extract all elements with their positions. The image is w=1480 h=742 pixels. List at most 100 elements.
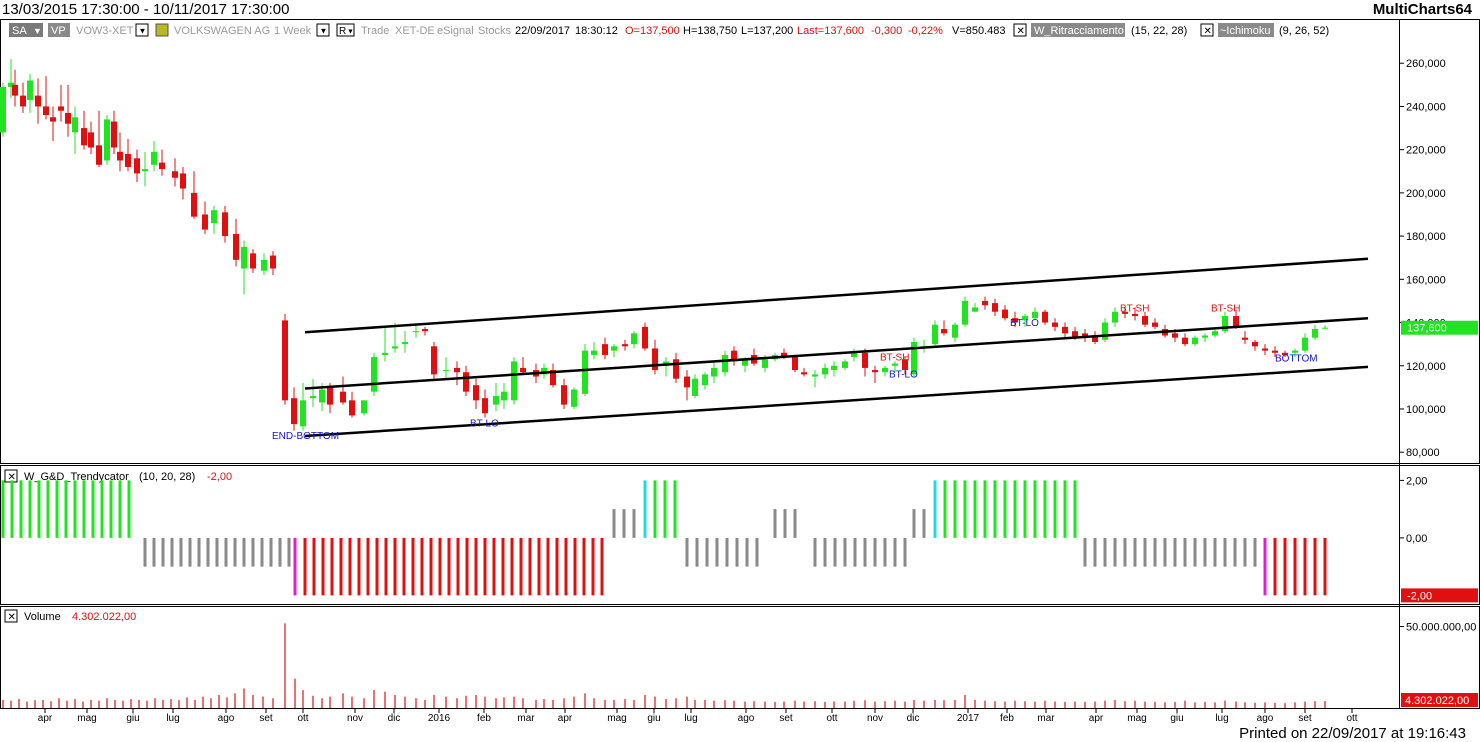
trendycator-y-tick-label: 0,00	[1406, 533, 1427, 545]
candle-body	[96, 145, 102, 165]
candle-body	[1002, 309, 1008, 319]
candle-body	[571, 389, 577, 407]
symbol-dropdown[interactable]	[135, 23, 149, 37]
candle-body	[684, 376, 690, 388]
candle-body	[222, 212, 228, 237]
study1-close-button[interactable]	[1013, 23, 1027, 37]
candle-body	[792, 357, 798, 371]
candle-body	[822, 367, 828, 375]
symbol-header-bar: SA ▼ VP VOW3-XET ▼ VOLKSWAGEN AG 1 Week …	[9, 23, 1329, 37]
candle-body	[111, 121, 117, 148]
quote-last: Last=137,600	[797, 25, 864, 37]
trendycator-y-tick-label: 2,00	[1406, 475, 1427, 487]
candle-body	[134, 158, 140, 174]
annotation-label: BOTTOM	[1275, 353, 1318, 364]
volume-last-label: 4.302.022,00	[1405, 695, 1469, 707]
x-tick-label: mar	[1037, 713, 1055, 724]
annotation-label: BT-SH	[1211, 304, 1240, 315]
date-range-title: 13/03/2015 17:30:00 - 10/11/2017 17:30:0…	[2, 1, 290, 18]
candle-body	[250, 253, 256, 269]
price-y-tick-label: 240,000	[1406, 101, 1446, 113]
annotation-label: BT-SH	[1120, 304, 1149, 315]
study1-params: (15, 22, 28)	[1131, 25, 1187, 37]
candle-body	[731, 350, 737, 362]
x-tick-label: lug	[166, 713, 179, 724]
candle-body	[1312, 329, 1318, 338]
candle-body	[622, 344, 628, 347]
price-y-tick-label: 260,000	[1406, 58, 1446, 70]
resolution-dropdown[interactable]	[316, 23, 330, 37]
candle-body	[241, 246, 247, 269]
candle-body	[151, 151, 157, 165]
x-tick-label: ott	[826, 713, 837, 724]
study2-tag[interactable]	[1218, 23, 1274, 37]
study1-tag[interactable]	[1031, 23, 1125, 37]
x-tick-label: feb	[1000, 713, 1014, 724]
candle-body	[631, 333, 637, 345]
x-tick-label: mag	[1127, 713, 1146, 724]
quote-low: L=137,200	[741, 25, 793, 37]
instrument-icon[interactable]	[155, 23, 169, 37]
vp-button[interactable]	[48, 23, 70, 37]
candle-body	[711, 367, 717, 377]
x-tick-label: nov	[347, 713, 363, 724]
candle-body	[1152, 322, 1158, 327]
r-button[interactable]	[336, 23, 355, 37]
type-text: Stocks	[478, 25, 512, 37]
candle-body	[932, 324, 938, 345]
volume-name: Volume	[24, 611, 61, 623]
candle-body	[1182, 337, 1188, 345]
volume-last-tag	[1401, 692, 1478, 707]
candle-body	[831, 365, 837, 371]
price-candles	[0, 58, 1328, 431]
volume-close-button[interactable]	[4, 609, 18, 623]
trendycator-pane-border	[0, 465, 1480, 605]
candle-body	[692, 378, 698, 397]
candle-body	[1082, 333, 1088, 338]
candle-body	[1212, 331, 1218, 336]
channel-line	[304, 316, 1369, 390]
x-tick-label: set	[1298, 713, 1312, 724]
candle-body	[117, 151, 123, 161]
candle-body	[104, 119, 110, 161]
annotation-label: END-BOTTOM	[272, 431, 339, 442]
sa-button[interactable]	[9, 23, 43, 37]
datafeed-text: eSignal	[437, 25, 474, 37]
candle-body	[511, 361, 517, 401]
quote-high: H=138,750	[683, 25, 737, 37]
x-tick-label: apr	[1089, 713, 1104, 724]
x-tick-label: dic	[388, 713, 401, 724]
candle-body	[413, 331, 419, 333]
candle-body	[142, 169, 148, 172]
chart-svg: SA ▼ VP VOW3-XET ▼ VOLKSWAGEN AG 1 Week …	[0, 19, 1480, 724]
quote-open: O=137,500	[625, 25, 680, 37]
quote-date: 22/09/2017	[515, 25, 570, 37]
candle-body	[611, 346, 617, 351]
candle-body	[602, 344, 608, 355]
candle-body	[50, 117, 56, 122]
close-icon: ✕	[8, 472, 16, 483]
study2-close-button[interactable]	[1200, 23, 1214, 37]
candle-body	[781, 352, 787, 358]
candle-body	[20, 95, 26, 107]
candle-body	[1322, 327, 1328, 329]
candle-body	[842, 361, 848, 368]
candle-body	[58, 106, 64, 111]
chevron-down-icon: ▼	[347, 29, 354, 36]
candle-body	[673, 359, 679, 379]
candle-body	[1012, 318, 1018, 323]
x-tick-label: dic	[907, 713, 920, 724]
title-bar: 13/03/2015 17:30:00 - 10/11/2017 17:30:0…	[0, 0, 1480, 19]
candle-body	[463, 372, 469, 392]
x-tick-label: 2017	[957, 713, 980, 724]
trendycator-header: ✕ W_G&D_Trendycator (10, 20, 28) -2,00	[4, 469, 232, 483]
price-y-tick-label: 80,000	[1406, 447, 1440, 459]
candle-body	[81, 128, 87, 146]
candle-body	[300, 400, 306, 427]
candle-body	[851, 352, 857, 358]
candle-body	[211, 210, 217, 224]
x-tick-label: giu	[647, 713, 660, 724]
study2-params: (9, 26, 52)	[1279, 25, 1329, 37]
annotation-label: BT-LO	[889, 370, 918, 381]
chevron-down-icon[interactable]: ▼	[33, 26, 42, 36]
